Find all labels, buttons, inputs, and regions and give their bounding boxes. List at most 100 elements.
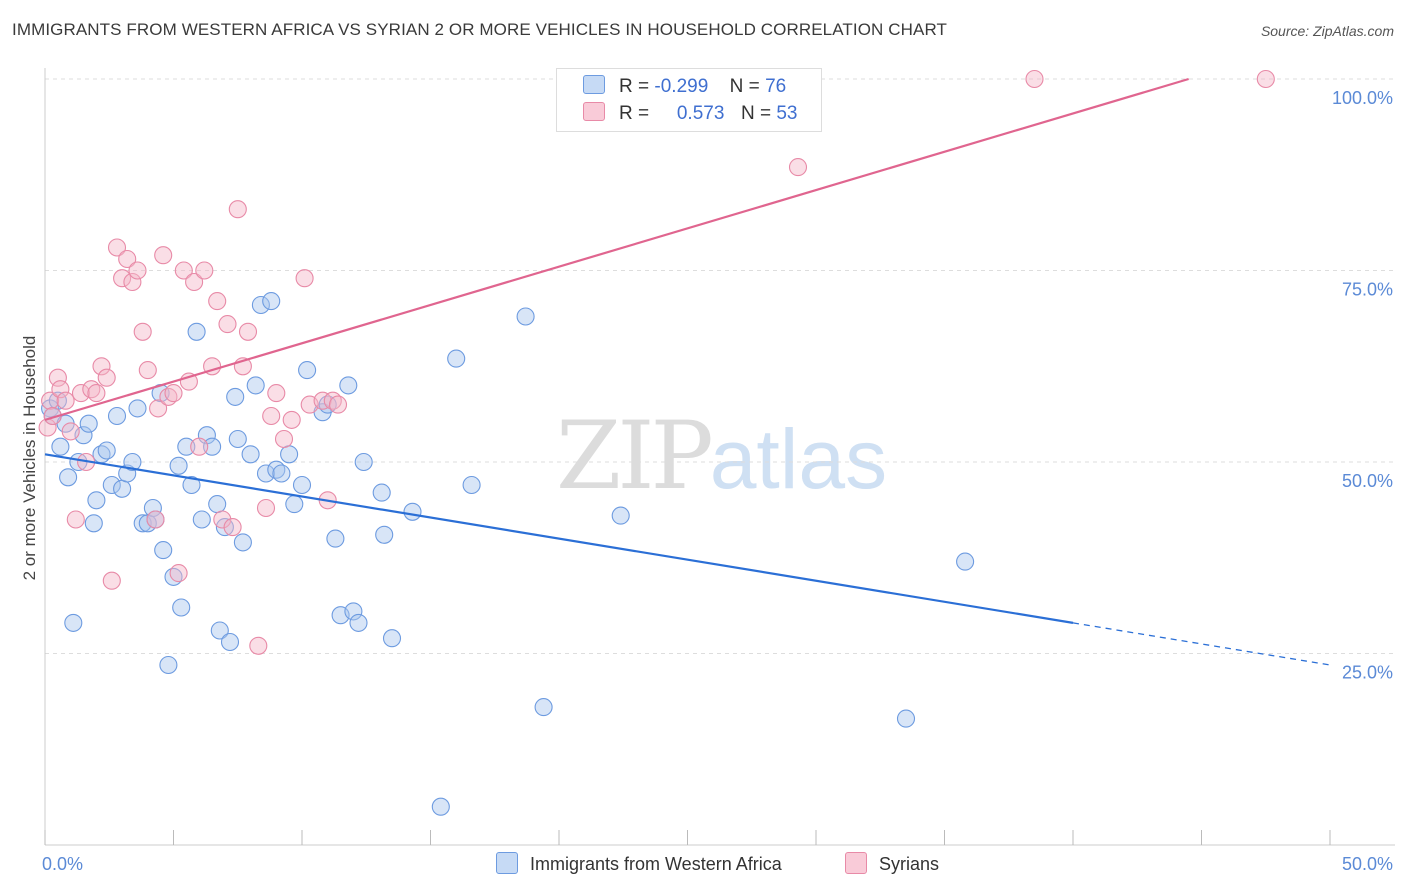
syrians-point xyxy=(149,399,168,418)
syrians-point xyxy=(66,510,85,529)
western-africa-point xyxy=(280,445,299,464)
syrians-point xyxy=(238,322,258,341)
western-africa-point xyxy=(292,475,312,495)
syrians-point xyxy=(295,269,314,288)
western-africa-point xyxy=(128,399,147,418)
syrians-point xyxy=(154,246,173,265)
western-africa-point xyxy=(59,468,78,487)
western-africa-point xyxy=(123,452,142,472)
axis-labels: 25.0% 50.0% 75.0% 100.0% 0.0% 50.0% 2 or more … xyxy=(20,88,1393,874)
bottom-legend-syrians: Syrians xyxy=(845,852,939,876)
western-africa-trend-line xyxy=(44,453,1074,624)
western-africa-point xyxy=(516,307,535,326)
correlation-legend: R = -0.299 N = 76 R = 0.573 N = 53 xyxy=(556,68,822,132)
syrians-point xyxy=(118,249,137,269)
western-africa-point xyxy=(97,441,116,460)
western-africa-point xyxy=(79,414,98,433)
syrians-point xyxy=(185,272,204,292)
western-africa-point xyxy=(192,510,211,529)
syrians-point xyxy=(282,410,301,429)
syrians-point xyxy=(146,510,165,529)
x-tick-label: 50.0% xyxy=(1342,854,1393,874)
western-africa-point xyxy=(233,533,252,552)
western-africa-point xyxy=(226,387,245,406)
western-africa-point xyxy=(154,541,173,560)
western-africa-point xyxy=(375,525,394,544)
western-africa-point xyxy=(182,475,201,495)
series-western-africa-points xyxy=(41,292,975,816)
western-africa-point xyxy=(251,295,270,315)
syrians-point xyxy=(128,261,147,280)
syrians-point xyxy=(1256,69,1275,89)
western-africa-point xyxy=(349,613,368,632)
legend-r-label: R = xyxy=(619,103,650,124)
western-africa-point xyxy=(113,479,132,498)
western-africa-point xyxy=(285,495,304,514)
legend-r-label: R = xyxy=(619,76,650,97)
syrians-point xyxy=(92,357,111,376)
western-africa-point xyxy=(431,797,450,816)
legend-n-label: N = xyxy=(740,103,772,124)
western-africa-point xyxy=(241,445,260,464)
legend-n-value: 76 xyxy=(765,76,787,97)
western-africa-point xyxy=(64,613,83,632)
pink-swatch-icon xyxy=(583,102,605,121)
syrians-point xyxy=(41,391,60,410)
syrians-point xyxy=(788,158,808,177)
syrians-point xyxy=(213,510,232,529)
syrians-point xyxy=(262,406,281,426)
legend-n-label: N = xyxy=(729,76,760,97)
syrians-point xyxy=(267,384,286,403)
western-africa-point xyxy=(326,529,345,548)
syrians-point xyxy=(169,564,188,583)
syrians-point xyxy=(256,498,276,518)
y-tick-label: 75.0% xyxy=(1342,280,1393,300)
western-africa-point xyxy=(956,552,975,571)
syrians-point xyxy=(71,384,91,403)
western-africa-point xyxy=(208,495,227,514)
syrians-point xyxy=(123,272,142,292)
western-africa-point xyxy=(87,491,106,510)
syrians-point xyxy=(223,518,242,537)
syrians-point xyxy=(1025,69,1044,89)
western-africa-point xyxy=(51,437,70,456)
syrians-point xyxy=(249,636,268,655)
syrians-point xyxy=(97,368,116,387)
western-africa-point xyxy=(339,376,358,395)
blue-swatch-icon xyxy=(496,852,518,874)
trend-lines xyxy=(44,77,1331,666)
syrians-point xyxy=(328,395,348,414)
syrians-point xyxy=(102,571,121,590)
western-africa-point xyxy=(298,361,317,380)
western-africa-point xyxy=(187,322,206,341)
syrians-point xyxy=(228,200,247,219)
western-africa-point xyxy=(107,406,127,426)
syrians-point xyxy=(107,238,127,257)
axes xyxy=(44,68,1395,846)
western-africa-point xyxy=(210,621,229,640)
syrians-point xyxy=(208,292,227,311)
western-africa-point xyxy=(203,437,222,456)
western-africa-point xyxy=(177,437,196,456)
western-africa-point xyxy=(447,349,466,368)
legend-row-syrians: R = 0.573 N = 53 xyxy=(583,102,797,126)
source-label: Source: ZipAtlas.com xyxy=(1260,23,1394,39)
legend-r-value: 0.573 xyxy=(676,103,725,124)
western-africa-point xyxy=(611,506,630,525)
syrians-trend-line xyxy=(44,77,1189,421)
western-africa-point xyxy=(896,709,916,728)
syrians-point xyxy=(138,361,157,380)
bottom-legend-label: Syrians xyxy=(879,854,940,874)
y-tick-label: 50.0% xyxy=(1342,471,1393,491)
bottom-legend-western-africa: Immigrants from Western Africa xyxy=(496,852,782,876)
syrians-point xyxy=(174,261,193,280)
western-africa-point xyxy=(169,456,188,475)
western-africa-point xyxy=(256,464,276,483)
western-africa-point xyxy=(354,452,373,472)
legend-row-western-africa: R = -0.299 N = 76 xyxy=(583,75,786,99)
western-africa-point xyxy=(84,514,103,533)
syrians-point xyxy=(113,269,132,288)
watermark: ZIPatlas xyxy=(556,402,887,511)
western-africa-point xyxy=(403,502,422,521)
